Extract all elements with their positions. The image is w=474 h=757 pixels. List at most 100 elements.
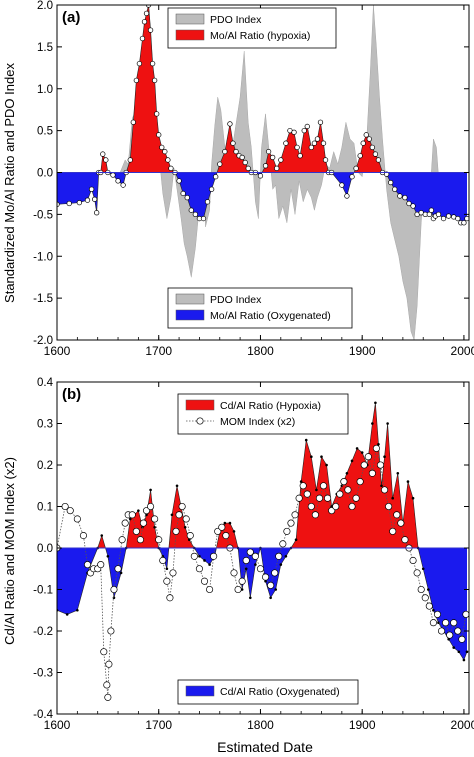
- series-1-point: [409, 556, 417, 565]
- series-0-point: [128, 517, 132, 521]
- series-0-point: [360, 451, 364, 454]
- series-1-point: [84, 197, 91, 203]
- series-0-point: [183, 525, 187, 529]
- x-tick-label: 2000: [451, 718, 474, 732]
- series-0-point: [427, 588, 430, 591]
- series-1-point: [120, 182, 126, 188]
- series-0-point: [232, 530, 236, 533]
- series-1-point: [66, 200, 72, 207]
- series-1-point: [320, 140, 327, 146]
- series-0-point: [386, 422, 389, 425]
- series-1-point: [133, 77, 139, 84]
- series-1-point: [156, 132, 162, 138]
- series-1-point: [393, 511, 401, 519]
- series-1-point: [175, 511, 183, 519]
- series-1-point: [369, 144, 376, 151]
- series-1-point: [184, 194, 190, 201]
- series-1-point: [433, 610, 442, 618]
- series-0-point: [264, 579, 267, 583]
- series-0-point: [432, 608, 435, 612]
- series-0-area-negative: [57, 548, 467, 660]
- series-0-point: [310, 455, 313, 459]
- series-1-point: [421, 594, 429, 602]
- series-1-point: [76, 199, 83, 206]
- series-1-point: [262, 163, 269, 169]
- series-0-point: [391, 496, 395, 500]
- series-1-point: [402, 194, 408, 201]
- x-tick-label: 1900: [349, 718, 376, 732]
- series-1-point: [455, 215, 461, 222]
- series-1-point: [446, 631, 454, 639]
- series-1-points: [57, 444, 469, 701]
- series-1-point: [363, 132, 369, 138]
- series-0-point: [320, 455, 323, 459]
- series-1-point: [88, 186, 95, 192]
- y-tick-label: -0.5: [33, 209, 53, 221]
- series-1-point: [458, 635, 466, 643]
- series-1-point: [172, 527, 180, 535]
- series-0-point: [137, 509, 140, 512]
- series-1-point: [222, 531, 230, 540]
- y-tick-label: -2.0: [33, 335, 53, 347]
- series-1-point: [195, 565, 203, 573]
- legend-label: Mo/Al Ratio (hypoxia): [210, 30, 310, 42]
- series-1-point: [385, 502, 393, 511]
- series-0-point: [228, 521, 232, 525]
- series-1-point: [233, 148, 239, 155]
- plot-area: [57, 401, 469, 701]
- series-1-point: [169, 569, 177, 577]
- panel-a: -2.0 -1.5 -1.0 -0.5 0.0 0.5 1.0 1.5 2.0 1600 1700 1…: [33, 0, 474, 358]
- series-0-point: [106, 555, 110, 558]
- series-1-point: [121, 519, 129, 527]
- series-1-point: [437, 627, 446, 635]
- series-1-point: [308, 144, 314, 151]
- series-1-point: [178, 502, 186, 511]
- x-axis-label: Estimated Date: [217, 739, 313, 755]
- series-1-point: [324, 494, 332, 502]
- y-tick-label: -0.4: [33, 709, 53, 721]
- series-0-point: [145, 513, 148, 517]
- series-1-point: [159, 144, 165, 151]
- series-1-point: [261, 573, 270, 581]
- series-0-point: [269, 596, 272, 600]
- series-0-point: [452, 646, 456, 649]
- series-1-area-negative: [57, 172, 467, 223]
- series-0-point: [294, 538, 298, 541]
- legend-label: MOM Index (x2): [220, 416, 295, 428]
- series-1-point: [295, 494, 303, 502]
- series-1-point: [372, 151, 379, 157]
- series-1-point: [274, 165, 280, 171]
- series-1-point: [376, 461, 385, 469]
- series-0-point: [274, 588, 278, 591]
- series-1-point: [428, 207, 435, 213]
- series-1-point: [230, 140, 236, 146]
- series-1-point: [165, 157, 171, 163]
- series-1-point: [152, 77, 158, 84]
- series-0-point: [244, 567, 248, 571]
- x-tick-label: 1800: [247, 344, 274, 358]
- y-tick-label: 0.5: [37, 126, 53, 138]
- legend-label: Cd/Al Ratio (Hypoxia): [220, 400, 321, 412]
- series-1-point: [429, 619, 437, 627]
- series-1-point: [234, 585, 242, 594]
- series-1-point: [136, 60, 143, 67]
- series-1-point: [168, 165, 174, 171]
- series-1-point: [204, 199, 211, 205]
- series-1-point: [176, 178, 182, 184]
- series-1-point: [319, 482, 328, 490]
- x-tick-label: 1800: [247, 718, 274, 732]
- series-1-area-positive: [57, 5, 467, 173]
- series-0-point: [149, 488, 152, 492]
- series-1-point: [283, 140, 289, 146]
- series-1-point: [182, 515, 190, 523]
- series-1-point: [208, 186, 215, 192]
- series-1-point: [397, 193, 403, 199]
- series-0-point: [371, 422, 374, 425]
- series-1-point: [139, 519, 148, 527]
- series-0-area-positive: [57, 402, 467, 548]
- series-1-point: [242, 159, 248, 166]
- series-1-point: [100, 648, 108, 656]
- series-1-point: [413, 569, 421, 577]
- series-1-point: [163, 577, 171, 585]
